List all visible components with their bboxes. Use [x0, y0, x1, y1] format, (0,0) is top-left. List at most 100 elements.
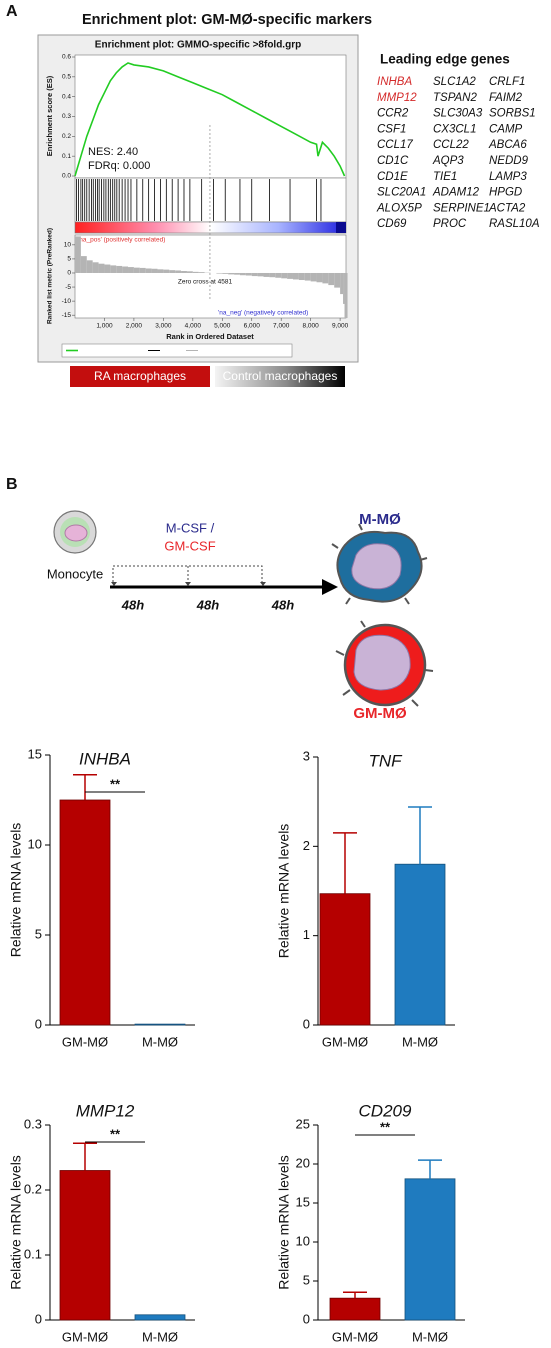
- metric-bar: [304, 272, 311, 281]
- error-bar: [343, 1291, 367, 1299]
- gene: SLC30A3: [433, 108, 483, 120]
- genes-title: Leading edge genes: [380, 52, 510, 67]
- metric-bar: [104, 264, 111, 273]
- gene: CD1E: [377, 171, 408, 183]
- y2-tick-label: -15: [62, 312, 72, 319]
- phenotype-left: [70, 366, 210, 387]
- metric-bar: [163, 269, 170, 273]
- metric-bar: [80, 256, 87, 273]
- y-axis-label: Relative mRNA levels: [276, 1155, 292, 1290]
- metric-bar: [116, 265, 123, 273]
- gene: CCL17: [377, 139, 413, 151]
- y-tick-label: 0.1: [62, 153, 71, 160]
- bar: [319, 893, 371, 1026]
- metric-bar: [216, 272, 223, 274]
- metric-bar: [263, 272, 270, 277]
- metric-bar: [228, 272, 235, 275]
- x-tick-label: GM-MØ: [322, 1034, 368, 1049]
- metric-bar: [75, 236, 81, 273]
- phenotype-right-label: Control macrophages: [223, 369, 338, 383]
- x-tick-label: M-MØ: [402, 1034, 438, 1049]
- csf-m-label: M-CSF /: [166, 520, 215, 535]
- dosing-bracket: [112, 565, 263, 582]
- metric-bar: [186, 271, 193, 273]
- gene: AQP3: [432, 155, 464, 167]
- gene: HPGD: [489, 187, 522, 199]
- m-cell-label: M-MØ: [359, 511, 401, 528]
- zero-cross-label: Zero cross at 4581: [178, 279, 233, 286]
- rank-gradient: [74, 221, 347, 234]
- bar: [404, 1178, 456, 1321]
- metric-bar: [157, 269, 164, 273]
- metric-bar: [328, 272, 335, 286]
- x-tick-label: GM-MØ: [332, 1329, 378, 1344]
- gene: CSF1: [377, 123, 406, 135]
- gm-cell-protrusions: [335, 620, 434, 707]
- gene: CD69: [377, 218, 407, 230]
- gsea-title: Enrichment plot: GMMO-specific >8fold.gr…: [95, 40, 301, 51]
- bar: [134, 1314, 186, 1321]
- metric-bar: [128, 267, 134, 273]
- bar: [134, 1023, 186, 1026]
- error-bar: [333, 832, 357, 894]
- gene: TIE1: [433, 171, 457, 183]
- y2-tick-label: 0: [67, 270, 71, 277]
- y-tick-label: 10: [28, 836, 42, 851]
- gene: SLC1A2: [433, 76, 476, 88]
- metric-bar: [169, 270, 176, 273]
- neg-label: 'na_neg' (negatively correlated): [218, 310, 308, 317]
- y-tick-label: 15: [28, 746, 42, 761]
- y-tick-label: 0.1: [24, 1246, 42, 1261]
- gene: INHBA: [377, 76, 412, 88]
- phenotype-left-label: RA macrophages: [94, 369, 186, 383]
- panel-title: Enrichment plot: GM-MØ-specific markers: [82, 12, 372, 28]
- gene: CAMP: [489, 123, 523, 135]
- gsea-legend-box: [61, 343, 293, 358]
- bar: [329, 1297, 381, 1321]
- metric-bar: [222, 272, 229, 274]
- chart-title: CD209: [359, 1101, 412, 1120]
- metric-bar: [316, 272, 323, 283]
- y-tick-label: 10: [296, 1233, 310, 1248]
- metric-bar: [287, 272, 293, 279]
- y-axis-label: Relative mRNA levels: [8, 1155, 24, 1290]
- y2-tick-label: 10: [64, 242, 72, 249]
- monocyte-label: Monocyte: [47, 566, 103, 581]
- gene: ADAM12: [432, 187, 480, 199]
- gene: RASL10A: [489, 218, 540, 230]
- y-tick-label: 0.2: [24, 1181, 42, 1196]
- metric-bar: [192, 271, 199, 273]
- panel-label: B: [6, 476, 18, 493]
- gene: ACTA2: [488, 202, 526, 214]
- y-tick-label: 5: [303, 1272, 310, 1287]
- metric-bar: [198, 272, 205, 273]
- pos-label: 'na_pos' (positively correlated): [78, 237, 165, 244]
- x-tick-label: M-MØ: [412, 1329, 448, 1344]
- x-tick-label: M-MØ: [142, 1329, 178, 1344]
- metric-bar: [239, 272, 246, 276]
- chart-title: MMP12: [76, 1101, 135, 1120]
- error-bar: [408, 806, 432, 865]
- y-tick-label: 0.2: [62, 133, 71, 140]
- metric-bar: [269, 272, 276, 278]
- timeline-arrowhead: [322, 579, 338, 595]
- gene: FAIM2: [489, 92, 523, 104]
- time-label: 48h: [121, 597, 144, 612]
- error-bar: [418, 1159, 442, 1179]
- y-tick-label: 0.3: [24, 1116, 42, 1131]
- metric-bar: [334, 272, 341, 288]
- bar: [394, 863, 446, 1026]
- es-plot-area: [74, 54, 347, 179]
- y-tick-label: 0.6: [62, 54, 71, 61]
- metric-bar: [251, 272, 258, 277]
- metric-bar: [175, 270, 182, 273]
- y-axis-label: Enrichment score (ES): [45, 75, 54, 156]
- gene: NEDD9: [489, 155, 529, 167]
- hits-area: [74, 177, 347, 223]
- y-tick-label: 20: [296, 1155, 310, 1170]
- metric-bar: [133, 267, 140, 273]
- m-cell-nucleus: [351, 543, 402, 590]
